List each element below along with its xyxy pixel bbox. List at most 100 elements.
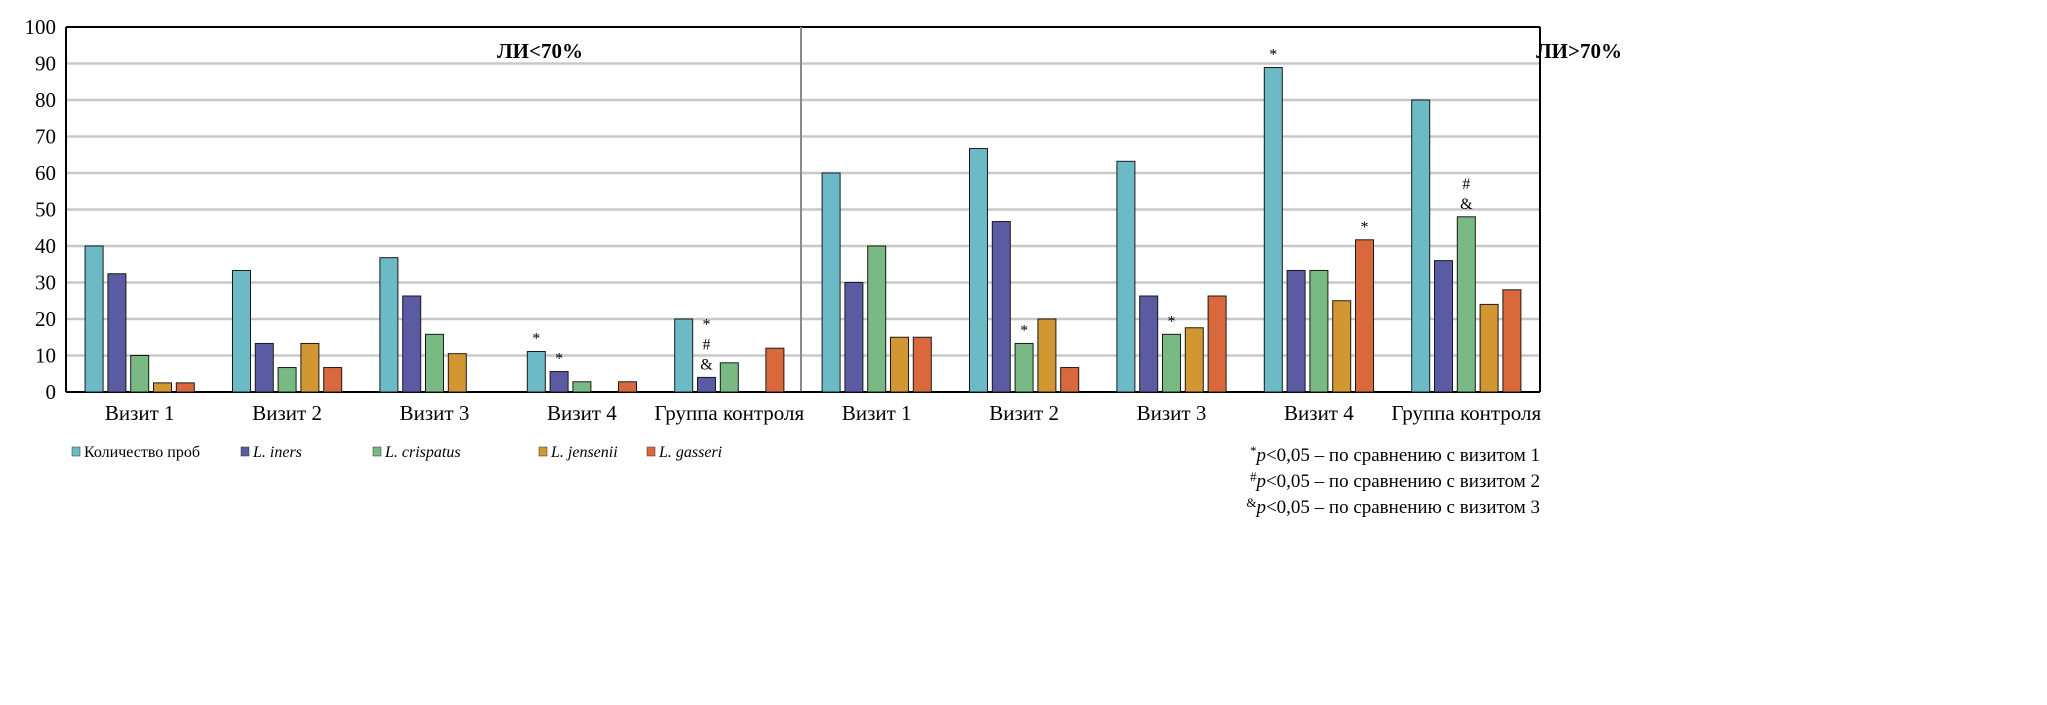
bar (300, 342, 320, 393)
bar (402, 295, 422, 393)
x-category-label: Группа контроля (1391, 401, 1541, 425)
y-tick-label: 50 (35, 198, 56, 222)
legend-swatch (538, 446, 548, 457)
bar (991, 221, 1011, 393)
bar (867, 245, 887, 393)
x-category-label: Визит 4 (547, 401, 617, 425)
legend-swatch (240, 446, 250, 457)
bar (674, 318, 694, 393)
bars (84, 67, 1522, 393)
x-category-label: Группа контроля (654, 401, 804, 425)
footnote: #p<0,05 – по сравнению с визитом 2 (1250, 469, 1540, 492)
bar (1479, 303, 1499, 393)
bar (697, 376, 716, 393)
significance-mark: * (1361, 219, 1369, 236)
footnote: *p<0,05 – по сравнению с визитом 1 (1250, 443, 1540, 466)
bar (1502, 289, 1522, 393)
bar (765, 347, 785, 393)
y-tick-label: 90 (35, 52, 56, 76)
bar (890, 336, 909, 393)
bar (130, 355, 150, 393)
x-category-label: Визит 3 (1137, 401, 1207, 425)
gridlines (66, 26, 1541, 392)
bar (175, 382, 195, 393)
significance-mark: * (532, 330, 540, 347)
bar (549, 371, 569, 393)
legend-swatch (372, 446, 382, 457)
bar (1060, 367, 1080, 393)
x-category-label: Визит 1 (105, 401, 175, 425)
legend-label: L. gasseri (658, 444, 722, 461)
panel-title-right: ЛИ>70% (1536, 39, 1622, 63)
legend-swatch (71, 446, 81, 457)
bar (107, 273, 127, 393)
y-tick-label: 80 (35, 88, 56, 112)
bar (1116, 160, 1136, 393)
bar (323, 367, 343, 393)
bar (1411, 99, 1431, 393)
significance-mark: # (703, 336, 711, 353)
bar (254, 342, 274, 393)
bar (821, 172, 841, 393)
significance-mark: # (1462, 176, 1470, 193)
bar (1184, 327, 1204, 393)
legend-label: L. iners (252, 444, 302, 461)
significance-mark: * (1168, 313, 1176, 330)
bar (719, 362, 739, 393)
y-tick-label: 20 (35, 307, 56, 331)
bar (1434, 260, 1453, 393)
significance-mark: * (703, 316, 711, 333)
bar (1162, 333, 1181, 393)
x-category-label: Визит 4 (1284, 401, 1354, 425)
bar (153, 382, 172, 393)
significance-mark: * (1020, 322, 1028, 339)
footnote: &p<0,05 – по сравнению с визитом 3 (1246, 495, 1540, 518)
bar (1207, 295, 1227, 393)
bar (379, 257, 399, 393)
bar (618, 381, 637, 393)
y-tick-label: 70 (35, 125, 56, 149)
bar (1355, 239, 1374, 393)
significance-mark: & (700, 356, 713, 373)
y-tick-label: 10 (35, 344, 56, 368)
legend-label: L. crispatus (384, 444, 461, 461)
bar (912, 336, 932, 393)
y-tick-label: 60 (35, 161, 56, 185)
bar (526, 350, 546, 393)
bar (1456, 216, 1476, 393)
x-category-label: Визит 1 (842, 401, 912, 425)
x-category-label: Визит 2 (252, 401, 322, 425)
significance-mark: & (1460, 196, 1473, 213)
bar (969, 148, 988, 393)
x-category-label: Визит 2 (989, 401, 1059, 425)
significance-mark: * (1269, 47, 1277, 64)
bar (425, 333, 444, 393)
bar (447, 353, 467, 393)
bar (1332, 300, 1352, 393)
x-category-label: Визит 3 (400, 401, 470, 425)
significance-mark: * (555, 351, 563, 368)
bar (844, 282, 864, 393)
bar (1014, 342, 1034, 393)
y-tick-label: 100 (25, 15, 57, 39)
legend-label: Количество проб (84, 444, 200, 461)
bar (1309, 269, 1329, 393)
bar (1139, 295, 1159, 393)
bar (572, 381, 592, 393)
y-tick-label: 30 (35, 271, 56, 295)
bar (1286, 269, 1306, 393)
category-labels: Визит 1 Визит 2 Визит 3 Визит 4 Группа контр… (105, 401, 1542, 425)
legend-swatch (646, 446, 656, 457)
bar (277, 367, 297, 393)
bar (1037, 318, 1057, 393)
bar (1263, 67, 1283, 393)
bar (232, 269, 251, 393)
legend: Количество проб L. iners L. crispatus L. je… (71, 444, 722, 461)
significance-annotations: * * * # & * * * * # & (532, 47, 1473, 374)
panel-title-left: ЛИ<70% (497, 39, 583, 63)
bar (84, 245, 104, 393)
y-tick-label: 0 (46, 380, 57, 404)
y-tick-label: 40 (35, 234, 56, 258)
legend-label: L. jensenii (550, 444, 618, 461)
